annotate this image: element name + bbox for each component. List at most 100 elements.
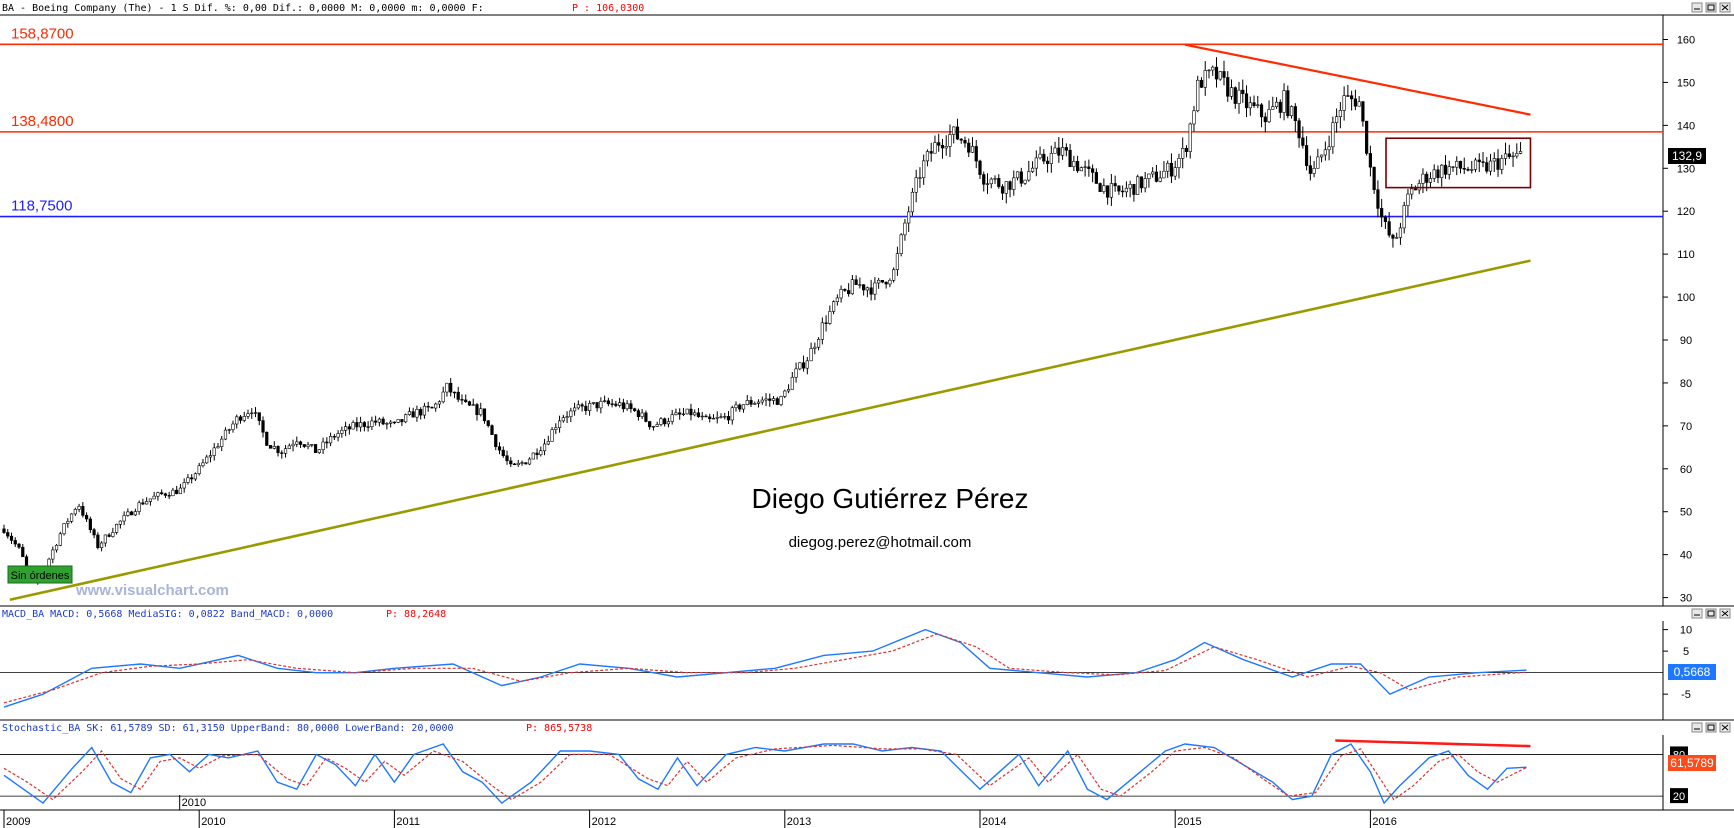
candle-body [1289,106,1294,117]
candle-body [1425,173,1429,183]
candle-body [1192,110,1196,125]
close-icon[interactable] [1719,2,1731,13]
candle-body [779,396,783,405]
candle-body [550,429,554,442]
candle-body [81,506,85,516]
candle-body [167,495,171,497]
candle-body [997,178,1001,187]
candle-body [355,422,359,428]
candle-body [1395,237,1399,239]
badge-box[interactable] [7,565,73,584]
header-main-p: P : 106,0300 [572,3,644,14]
candle-body [591,402,595,404]
candle-body [182,482,186,489]
candle-body [873,282,877,295]
macd-value-box [1668,664,1716,680]
candle-body [1218,71,1222,80]
panel-controls-stoch [1691,722,1731,733]
candle-body [250,412,254,415]
candle-body [253,412,258,414]
candle-body [171,489,175,497]
candle-body [1466,168,1470,171]
panel-controls-macd [1691,608,1731,619]
candle-body [1087,166,1091,169]
candle-body [576,404,580,409]
price-axis: 30 40 50 60 70 80 90 100 110 120 130 140 150 160 [1663,35,1695,605]
candle-body [925,151,930,162]
candle-body [1151,171,1155,175]
candle-body [287,445,291,449]
no-orders-badge[interactable]: Sin órdenes [7,565,73,584]
candle-body [1196,79,1200,112]
candle-body [51,549,55,560]
candle-body [1511,155,1515,158]
candle-body [1443,164,1448,175]
maximize-icon[interactable] [1705,608,1717,619]
candle-body [730,407,734,421]
candle-body [201,462,205,467]
candle-body [272,446,276,449]
candle-body [1030,167,1035,172]
candle-body [407,411,412,415]
maximize-icon[interactable] [1705,2,1717,13]
candle-body [880,279,884,283]
close-icon[interactable] [1719,608,1731,619]
candle-body [1113,183,1117,187]
candle-body [1158,177,1162,182]
candle-body [1335,116,1339,123]
candle-body [820,322,824,340]
header-bar-stoch [0,720,1734,735]
candle-body [993,178,997,180]
candle-body [1008,181,1012,190]
candle-body [918,177,922,179]
price-tick-label: 30 [1680,593,1692,605]
candle-body [1166,162,1170,172]
minimize-icon[interactable] [1691,2,1703,13]
candle-body [1518,151,1523,154]
candle-body [265,431,269,446]
candle-body [520,462,524,464]
macd-series-mediasig [3,633,1527,704]
candle-body [1034,157,1038,169]
candle-body [2,528,6,533]
last-price-label: 132,9 [1672,149,1702,163]
candle-body [1496,158,1500,170]
candle-body [1267,109,1271,123]
candle-body [1098,183,1102,192]
candle-body [17,543,21,548]
time-tick-label: 2009 [6,816,30,828]
candle-body [554,427,558,430]
candle-body [734,404,738,409]
candle-body [599,400,603,409]
candle-body [809,348,813,362]
candle-body [959,138,963,141]
candle-body [1181,147,1185,159]
stochastic-panel: Stochastic_BA SK: 61,5789 SD: 61,3150 Up… [0,719,1734,810]
minimize-icon[interactable] [1691,608,1703,619]
time-tick-label: 2013 [787,816,811,828]
maximize-icon[interactable] [1705,722,1717,733]
candle-body [141,502,145,505]
candle-body [377,418,381,423]
candle-body [1121,190,1125,193]
candle-body [1083,166,1087,168]
last-price-marker: 132,9 [1668,148,1706,164]
minimize-icon[interactable] [1691,722,1703,733]
candle-body [1027,171,1031,181]
candle-body [606,400,610,405]
candle-body [276,446,280,454]
candle-body [328,436,333,444]
close-icon[interactable] [1719,722,1731,733]
candle-body [321,441,325,451]
candle-body [261,420,265,433]
candle-body [1271,106,1275,110]
price-panel: 30 40 50 60 70 80 90 100 110 120 130 140 150 160 158,… [0,14,1734,606]
candle-body [952,126,956,135]
candle-body [426,405,430,408]
candle-body [84,514,89,520]
candle-body [858,284,862,286]
candle-body [678,412,682,415]
candle-body [1091,168,1095,173]
candle-body [805,360,809,369]
